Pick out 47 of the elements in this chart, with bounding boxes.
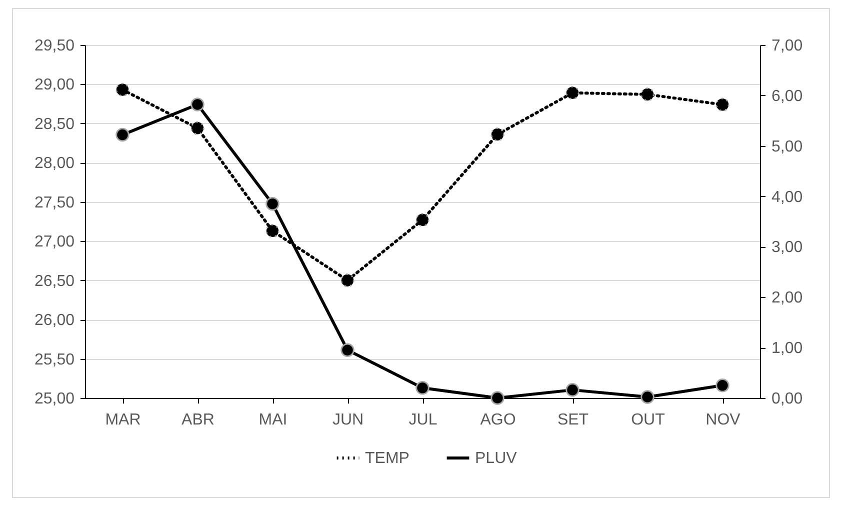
point: [266, 196, 280, 211]
y-tick-label: 29,00: [34, 76, 75, 94]
point: [490, 391, 504, 405]
y-tick-label: 25,50: [34, 351, 75, 368]
y2-tick-label: 4,00: [772, 188, 803, 206]
point: [490, 128, 504, 142]
point: [190, 121, 204, 136]
point: [116, 128, 130, 142]
y2-tick-label: 3,00: [772, 239, 803, 256]
y2-tick-label: 5,00: [772, 138, 803, 156]
x-tick-label: ABR: [182, 412, 214, 428]
y2-tick-label: 7,00: [772, 38, 803, 54]
point: [566, 383, 580, 397]
point: [416, 381, 430, 395]
x-tick-label: MAI: [258, 412, 288, 428]
y2-tick-label: 1,00: [772, 340, 803, 358]
point: [116, 82, 130, 97]
y-tick-label: 27,00: [34, 234, 75, 251]
point: [566, 86, 580, 100]
point: [266, 224, 280, 238]
y-tick-label: 27,50: [34, 194, 75, 212]
x-tick-label: JUN: [332, 412, 364, 428]
y2-tick-label: 2,00: [772, 290, 803, 307]
y-tick-label: 25,00: [34, 390, 75, 408]
point: [640, 390, 654, 404]
point: [190, 98, 204, 112]
y-tick-label: 29,50: [34, 38, 75, 54]
legend-label: TEMP: [365, 450, 410, 467]
x-tick-label: SET: [557, 412, 589, 428]
x-tick-label: NOV: [706, 412, 741, 428]
point: [640, 88, 654, 102]
y-tick-label: 28,50: [34, 116, 75, 133]
point: [416, 213, 430, 227]
y2-tick-label: 0,00: [772, 390, 803, 408]
y-tick-label: 28,00: [34, 155, 75, 172]
point: [340, 273, 354, 288]
x-tick-label: AGO: [480, 412, 516, 428]
point: [716, 378, 730, 392]
legend-label: PLUV: [475, 450, 518, 467]
x-tick-label: JUL: [408, 412, 438, 428]
x-tick-label: OUT: [631, 412, 666, 428]
y-tick-label: 26,00: [34, 312, 75, 330]
x-tick-label: MAR: [105, 412, 141, 428]
y-tick-label: 26,50: [34, 272, 75, 290]
point: [716, 98, 730, 112]
y2-tick-label: 6,00: [772, 88, 803, 105]
point: [340, 343, 354, 357]
